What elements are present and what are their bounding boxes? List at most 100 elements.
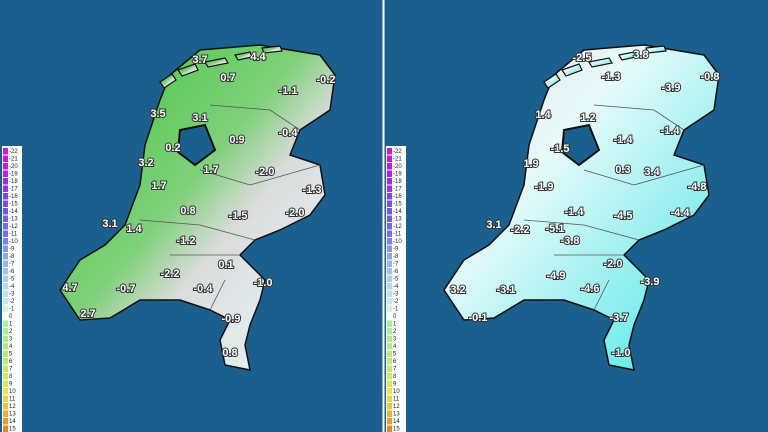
station-value: -1.4 xyxy=(614,134,634,146)
legend-label: -20 xyxy=(393,164,402,170)
legend-label: 3 xyxy=(393,336,397,342)
legend-label: 14 xyxy=(9,419,16,425)
legend-swatch xyxy=(387,328,392,335)
island xyxy=(261,45,283,54)
legend-swatch xyxy=(3,403,8,410)
legend-label: -3 xyxy=(393,291,399,297)
legend-label: -22 xyxy=(393,149,402,155)
legend-label: -5 xyxy=(393,276,399,282)
country xyxy=(59,44,336,371)
legend-label: 8 xyxy=(9,374,13,380)
legend-label: -8 xyxy=(9,254,15,260)
legend-label: -11 xyxy=(393,231,402,237)
legend-swatch xyxy=(3,328,8,335)
legend-swatch xyxy=(387,268,392,275)
legend-label: 15 xyxy=(9,426,16,432)
legend-swatch xyxy=(3,253,8,260)
legend-label: -17 xyxy=(9,186,18,192)
legend-swatch xyxy=(387,223,392,230)
legend-swatch xyxy=(3,178,8,185)
station-value: 4.7 xyxy=(62,282,77,294)
station-value: -3.1 xyxy=(497,284,516,296)
station-value: 3.8 xyxy=(633,49,648,61)
legend-label: -12 xyxy=(9,224,18,230)
legend-swatch xyxy=(387,313,392,320)
station-value: 0.3 xyxy=(615,164,630,176)
legend-label: 2 xyxy=(9,329,13,335)
station-value: -4.5 xyxy=(614,210,633,222)
lake xyxy=(560,123,601,167)
legend-swatch xyxy=(3,388,8,395)
legend-label: -11 xyxy=(9,231,18,237)
legend-swatch xyxy=(387,178,392,185)
legend-swatch xyxy=(3,283,8,290)
island xyxy=(561,63,583,77)
station-value: -4.6 xyxy=(581,283,600,295)
legend-label: 13 xyxy=(393,411,400,417)
legend-label: -7 xyxy=(393,261,399,267)
legend-label: 5 xyxy=(393,351,397,357)
legend-swatch xyxy=(3,208,8,215)
legend-label: 10 xyxy=(9,389,16,395)
legend-label: -9 xyxy=(9,246,15,252)
legend-swatch xyxy=(3,215,8,222)
station-value: -3.7 xyxy=(610,312,629,324)
legend-swatch xyxy=(387,343,392,350)
legend-swatch xyxy=(3,305,8,312)
station-value: -2.0 xyxy=(256,166,275,178)
legend-swatch xyxy=(387,155,392,162)
station-value: 1.7 xyxy=(203,164,218,176)
station-value: -2.0 xyxy=(604,258,623,270)
legend-swatch xyxy=(3,223,8,230)
legend-label: 1 xyxy=(393,321,397,327)
legend-label: -19 xyxy=(9,171,18,177)
legend-label: -12 xyxy=(393,224,402,230)
country xyxy=(443,44,720,371)
legend-swatch xyxy=(387,260,392,267)
legend-label: -1 xyxy=(393,306,399,312)
legend-label: -6 xyxy=(393,269,399,275)
legend-swatch xyxy=(387,365,392,372)
legend-label: -14 xyxy=(9,209,18,215)
legend-swatch xyxy=(387,238,392,245)
legend-label: -2 xyxy=(393,299,399,305)
legend-swatch xyxy=(3,148,8,155)
island xyxy=(177,63,199,77)
legend-label: 1 xyxy=(9,321,13,327)
legend-swatch xyxy=(387,163,392,170)
legend-swatch xyxy=(387,425,392,432)
legend-label: 8 xyxy=(393,374,397,380)
station-value: -0.1 xyxy=(469,312,488,324)
station-value: 1.4 xyxy=(126,223,142,235)
legend-swatch xyxy=(3,260,8,267)
legend-label: 12 xyxy=(393,404,400,410)
legend-swatch xyxy=(3,418,8,425)
legend-swatch xyxy=(3,380,8,387)
station-value: 1.9 xyxy=(523,158,538,170)
legend-swatch xyxy=(3,410,8,417)
island xyxy=(159,73,177,89)
station-value: 3.1 xyxy=(486,219,501,231)
legend-label: 4 xyxy=(393,344,397,350)
legend-label: -1 xyxy=(9,306,15,312)
legend-swatch xyxy=(3,268,8,275)
legend-swatch xyxy=(3,200,8,207)
legend-label: -5 xyxy=(9,276,15,282)
station-value: 3.2 xyxy=(138,157,153,169)
station-value: -0.7 xyxy=(117,283,136,295)
island xyxy=(234,51,253,61)
legend-swatch xyxy=(387,170,392,177)
legend-label: -17 xyxy=(393,186,402,192)
station-value: 3.7 xyxy=(192,54,207,66)
station-value: -0.2 xyxy=(317,74,336,86)
station-value: -1.5 xyxy=(551,143,570,155)
legend-label: 0 xyxy=(393,314,397,320)
station-value: -5.1 xyxy=(546,223,565,235)
legend-swatch xyxy=(387,283,392,290)
island xyxy=(618,51,637,61)
station-value: -2.0 xyxy=(286,207,305,219)
legend-swatch xyxy=(387,403,392,410)
legend-label: 10 xyxy=(393,389,400,395)
legend-swatch xyxy=(387,418,392,425)
